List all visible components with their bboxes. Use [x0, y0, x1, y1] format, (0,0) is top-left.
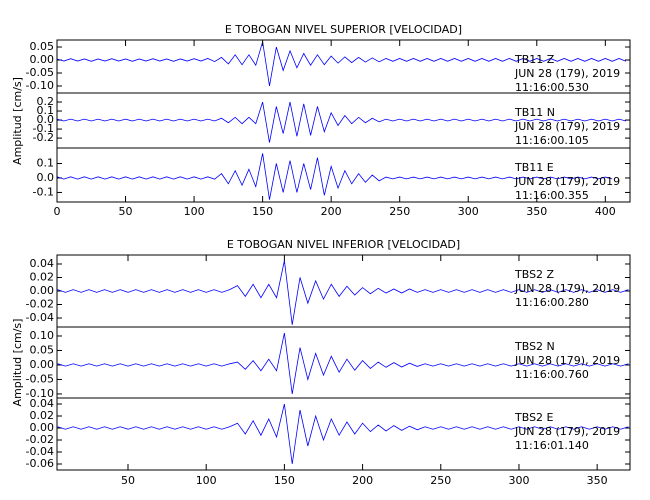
- y-tick-label: 0.00: [30, 53, 55, 66]
- panel-frame: [56, 397, 631, 471]
- y-tick-label: 0.1: [37, 104, 55, 117]
- seismic-trace: [57, 333, 629, 395]
- y-tick-label: -0.2: [33, 131, 54, 144]
- trace-label: JUN 28 (179), 2019: [514, 282, 620, 295]
- y-tick-label: -0.10: [26, 387, 54, 400]
- x-tick-label: 0: [54, 205, 61, 218]
- y-axis-label: Amplitud [cm/s]: [11, 319, 24, 407]
- x-tick-label: 350: [587, 474, 608, 487]
- y-tick-label: 0.00: [30, 284, 55, 297]
- y-tick-label: -0.04: [26, 311, 54, 324]
- trace-label: 11:16:01.140: [515, 439, 589, 452]
- y-tick-label: 0.02: [30, 270, 55, 283]
- seismic-trace: [57, 101, 626, 143]
- y-tick-label: 0.04: [30, 257, 55, 270]
- y-tick-label: -0.05: [26, 66, 54, 79]
- y-tick-label: 0.0: [37, 113, 55, 126]
- x-tick-label: 200: [352, 474, 373, 487]
- seismic-trace: [57, 153, 613, 200]
- trace-label: 11:16:00.530: [515, 81, 589, 94]
- trace-label: JUN 28 (179), 2019: [514, 67, 620, 80]
- trace-label: TB11 N: [514, 106, 555, 119]
- trace-label: JUN 28 (179), 2019: [514, 120, 620, 133]
- trace-label: TB11 Z: [514, 53, 555, 66]
- y-tick-label: 0.05: [30, 343, 55, 356]
- seismic-trace: [57, 403, 629, 465]
- x-tick-label: 100: [184, 205, 205, 218]
- trace-label: TBS2 Z: [514, 268, 555, 281]
- y-axis-label: Amplitud [cm/s]: [11, 77, 24, 165]
- x-tick-label: 50: [119, 205, 133, 218]
- x-tick-label: 200: [321, 205, 342, 218]
- y-tick-label: -0.05: [26, 372, 54, 385]
- trace-label: TB11 E: [514, 161, 554, 174]
- y-tick-label: 0.0: [37, 171, 55, 184]
- y-tick-label: -0.06: [26, 457, 54, 470]
- seismic-trace: [57, 41, 627, 87]
- trace-label: JUN 28 (179), 2019: [514, 175, 620, 188]
- panel-frame: [56, 147, 631, 203]
- chart-title: E TOBOGAN NIVEL SUPERIOR [VELOCIDAD]: [225, 23, 462, 36]
- trace-label: TBS2 N: [514, 340, 555, 353]
- trace-label: 11:16:00.760: [515, 368, 589, 381]
- y-tick-label: 0.00: [30, 421, 55, 434]
- x-tick-label: 250: [430, 474, 451, 487]
- x-tick-label: 300: [508, 474, 529, 487]
- y-tick-label: 0.00: [30, 358, 55, 371]
- trace-label: 11:16:00.105: [515, 134, 589, 147]
- x-tick-label: 300: [458, 205, 479, 218]
- y-tick-label: 0.10: [30, 329, 55, 342]
- x-tick-label: 400: [595, 205, 616, 218]
- trace-label: 11:16:00.355: [515, 189, 589, 202]
- x-tick-label: 350: [526, 205, 547, 218]
- y-tick-label: -0.02: [26, 298, 54, 311]
- trace-label: TBS2 E: [514, 411, 554, 424]
- y-tick-label: 0.05: [30, 40, 55, 53]
- chart-title: E TOBOGAN NIVEL INFERIOR [VELOCIDAD]: [227, 238, 460, 251]
- x-tick-label: 100: [196, 474, 217, 487]
- x-tick-label: 150: [252, 205, 273, 218]
- seismic-trace: [57, 260, 629, 325]
- trace-label: JUN 28 (179), 2019: [514, 425, 620, 438]
- y-tick-label: -0.02: [26, 433, 54, 446]
- x-tick-label: 150: [274, 474, 295, 487]
- x-tick-label: 250: [389, 205, 410, 218]
- y-tick-label: 0.2: [37, 95, 55, 108]
- y-tick-label: -0.1: [33, 122, 54, 135]
- y-tick-label: 0.04: [30, 397, 55, 410]
- y-tick-label: 0.1: [37, 156, 55, 169]
- y-tick-label: -0.10: [26, 79, 54, 92]
- y-tick-label: 0.02: [30, 409, 55, 422]
- trace-label: 11:16:00.280: [515, 296, 589, 309]
- trace-label: JUN 28 (179), 2019: [514, 354, 620, 367]
- x-tick-label: 50: [121, 474, 135, 487]
- y-tick-label: -0.04: [26, 445, 54, 458]
- y-tick-label: -0.1: [33, 185, 54, 198]
